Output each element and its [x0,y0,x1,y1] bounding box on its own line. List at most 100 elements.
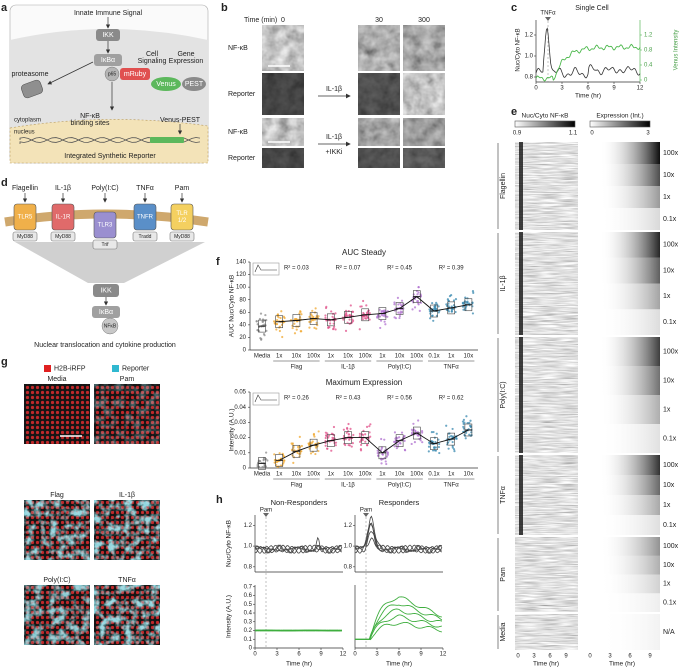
heatmap-expression-block [585,515,660,535]
label: 100x [663,348,679,355]
ikba-box [94,54,122,66]
label: IL-1β [341,483,355,489]
sample-dot [298,312,301,315]
venus [151,77,181,91]
label: 100x [307,354,320,360]
sample-dot [369,423,372,426]
sample-dot [398,441,401,445]
micrograph-shade [358,25,400,71]
label: 0.1x [663,522,677,529]
heatmap-nfkb [515,455,578,535]
sample-dot [327,436,330,439]
y-tick-label: 0.02 [234,435,246,441]
label: 1.0 [525,54,534,60]
sample-dot [417,303,420,306]
sample-dot [462,418,466,421]
sample-dot [330,432,334,435]
sample-dot [465,301,468,304]
sample-dot [379,326,382,330]
label: 6 [586,86,590,92]
label: IκBα [101,57,115,64]
heatmap-peak [519,455,523,535]
proteasome-shape [21,79,43,99]
sample-dot [466,297,469,300]
sample-dot [468,424,472,427]
sample-dot [325,305,328,308]
label: 0.7 [244,584,253,590]
sample-dot [400,299,404,302]
sample-dot [383,438,386,441]
trace-nfkb [254,544,343,554]
sample-dot [358,432,362,435]
sample-dot [386,453,389,456]
label: 12 [340,652,347,658]
label: Single Cell [575,5,609,12]
label: Media [254,472,271,478]
sample-dot [347,443,350,447]
legend-swatch [44,365,51,372]
colorbar [514,120,576,128]
label: 10x [292,354,302,360]
label: IKK [100,287,112,294]
heatmap-expression-block [585,208,660,230]
label: Intensity (A.U.) [226,595,233,638]
label: 0.4 [644,63,653,69]
label: 100x [410,472,423,478]
adaptor [169,231,195,242]
label: Time (hr) [575,93,601,100]
sample-dot [317,449,320,453]
sample-dot [386,315,389,318]
sample-dot [378,315,382,318]
label: 0.1x [663,319,677,326]
y-tick-label: 120 [236,272,247,278]
micrograph-shade [358,118,400,146]
sample-dot [348,318,351,321]
sample-dot [363,315,366,318]
sample-dot [260,338,263,341]
label: Time (hr) [386,661,412,668]
sample-dot [397,311,400,314]
label: 1x [448,472,454,478]
label: 0.8 [244,564,253,570]
sample-dot [330,310,333,313]
sample-dot [429,317,432,320]
label: 9 [612,86,616,92]
ikba-box [92,306,120,318]
label: 3 [560,86,564,92]
label: IL-1R [56,215,71,221]
sample-dot [418,309,421,313]
label: 0.9 [513,131,522,137]
micrograph [358,25,400,71]
label: binding sites [71,120,110,127]
sample-dot [462,308,465,311]
adaptor [132,231,158,242]
sample-dot [413,441,417,444]
label: 12 [440,652,447,658]
sample-dot [368,318,371,321]
sample-dot [431,301,434,305]
sample-dot [313,435,316,438]
sample-dot [324,444,327,447]
sample-dot [385,455,388,458]
arrow [47,61,94,85]
sample-dot [280,310,283,313]
sample-dot [291,442,294,445]
trace-nfkb [254,544,343,554]
label: Flag [50,492,64,499]
sample-dot [452,448,456,451]
label: TNFα [444,365,460,371]
heatmap-expression-block [585,142,660,164]
sample-dot [349,304,352,307]
label: 1.2 [344,523,353,529]
receptor [93,211,117,239]
heatmap-expression-block [585,475,660,495]
sample-dot [448,435,451,438]
trace-nfkb [255,536,342,554]
sample-dot [342,318,345,321]
sample-dot [437,311,440,314]
label: 3 [275,652,279,658]
heatmap-expression-block [585,232,660,258]
label: 1.2 [644,33,653,39]
label: H2B-iRFP [54,365,86,372]
